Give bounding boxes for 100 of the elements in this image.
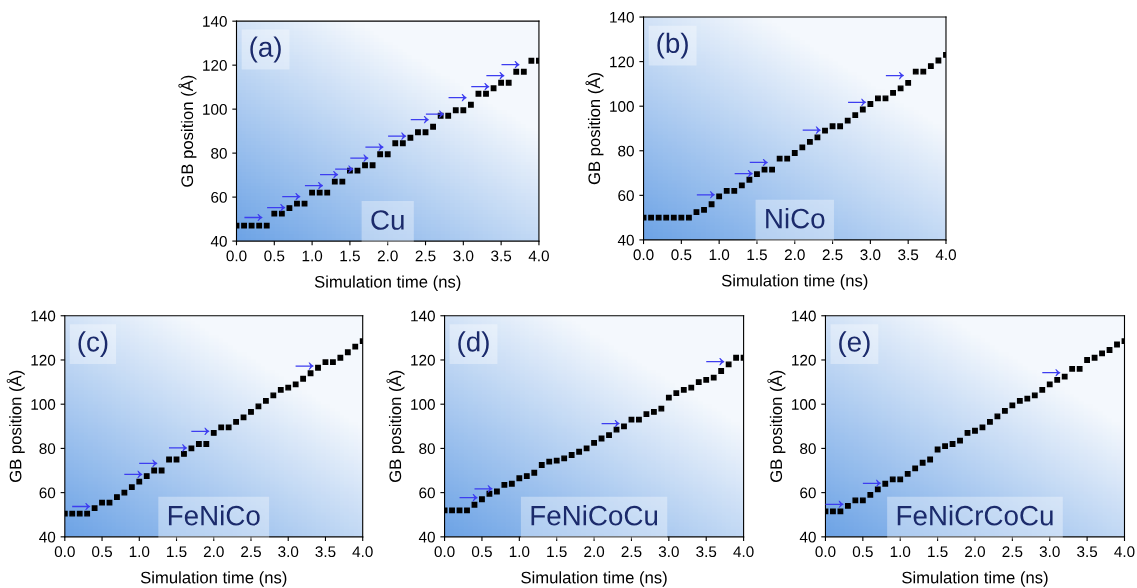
annotation: → xyxy=(304,182,323,190)
point xyxy=(859,106,866,113)
point xyxy=(964,430,971,436)
y-tick-label: 120 xyxy=(610,56,634,68)
point xyxy=(920,68,927,75)
point xyxy=(407,134,414,141)
point xyxy=(1091,354,1098,361)
point xyxy=(867,491,874,498)
y-tick-label: 140 xyxy=(610,11,634,23)
x-tick-label: 2.5 xyxy=(1002,546,1023,558)
point xyxy=(754,171,760,178)
point xyxy=(655,214,662,221)
point xyxy=(1114,341,1120,348)
y-tick-label: 120 xyxy=(203,60,227,71)
y-tick-label: 40 xyxy=(617,234,634,246)
annotation: → xyxy=(168,444,188,452)
y-tick-label: 100 xyxy=(203,104,227,115)
point xyxy=(508,480,515,487)
point xyxy=(1076,365,1083,372)
point xyxy=(1099,350,1105,357)
x-tick-label: 4.0 xyxy=(935,249,957,261)
point xyxy=(399,140,406,147)
x-tick-label: 2.0 xyxy=(965,546,985,558)
annotation: → xyxy=(365,143,384,151)
x-tick-label: 0.5 xyxy=(471,546,492,558)
y-axis-title: GB position (Å) xyxy=(178,75,197,187)
y-tick-label: 100 xyxy=(31,399,56,410)
annotation: NiCo xyxy=(766,208,825,229)
y-tick-label: 80 xyxy=(211,147,227,159)
point xyxy=(994,413,1001,420)
annotation: → xyxy=(282,193,301,201)
x-tick-label: 3.5 xyxy=(898,249,919,261)
x-tick-label: 0.5 xyxy=(852,546,873,558)
point xyxy=(844,502,851,509)
point xyxy=(1024,395,1031,402)
annotation: → xyxy=(388,132,407,140)
point xyxy=(322,359,329,366)
point xyxy=(942,443,948,450)
point xyxy=(650,409,657,415)
x-tick-label: 3.5 xyxy=(491,250,512,262)
point xyxy=(769,166,775,173)
point xyxy=(912,68,919,75)
annotation: → xyxy=(474,485,493,493)
y-axis-title: GB position (Å) xyxy=(585,73,604,185)
annotation: → xyxy=(885,71,904,80)
point xyxy=(128,484,135,491)
point xyxy=(362,162,368,169)
point xyxy=(339,178,346,185)
point xyxy=(972,427,978,434)
annotation: FeNiCoCu xyxy=(531,505,658,526)
x-tick-label: 3.0 xyxy=(278,546,299,558)
point xyxy=(546,458,553,465)
point xyxy=(1061,373,1068,380)
point xyxy=(949,441,956,447)
point xyxy=(452,107,459,114)
point xyxy=(392,140,399,147)
point xyxy=(643,411,650,418)
point xyxy=(523,473,530,479)
y-tick-label: 80 xyxy=(419,443,435,455)
x-tick-label: 1.5 xyxy=(747,249,767,261)
point xyxy=(761,166,768,173)
point xyxy=(456,507,463,514)
point xyxy=(882,95,889,102)
point xyxy=(286,205,293,212)
point xyxy=(76,510,83,517)
point xyxy=(708,201,715,208)
y-tick-label: 80 xyxy=(618,145,634,157)
annotation: → xyxy=(486,72,505,80)
point xyxy=(852,112,859,119)
point xyxy=(285,384,292,391)
point xyxy=(460,107,467,114)
y-tick-label: 40 xyxy=(799,531,816,543)
point xyxy=(568,452,575,458)
x-tick-label: 4.0 xyxy=(352,546,373,558)
annotation: → xyxy=(244,213,263,222)
x-tick-label: 3.0 xyxy=(453,250,474,262)
x-axis-title: Simulation time (ns) xyxy=(314,275,461,291)
y-tick-label: 140 xyxy=(411,310,435,322)
point xyxy=(520,68,527,75)
point xyxy=(490,85,497,92)
x-tick-label: 2.5 xyxy=(822,249,843,261)
point xyxy=(210,430,217,436)
point xyxy=(1084,357,1091,363)
annotation: → xyxy=(601,420,620,428)
x-tick-label: 3.5 xyxy=(315,546,336,558)
x-tick-label: 1.0 xyxy=(509,546,530,558)
annotation: → xyxy=(1042,369,1061,377)
point xyxy=(188,445,195,452)
point xyxy=(685,214,692,221)
point xyxy=(591,439,597,446)
x-tick-label: 1.5 xyxy=(340,250,360,262)
point xyxy=(822,127,828,134)
point xyxy=(814,134,821,141)
point xyxy=(166,456,172,463)
point xyxy=(725,361,732,368)
y-axis-title: GB position (Å) xyxy=(767,370,786,482)
point xyxy=(987,418,993,425)
x-tick-label: 4.0 xyxy=(1114,546,1135,558)
point xyxy=(121,489,128,496)
point xyxy=(636,416,642,423)
